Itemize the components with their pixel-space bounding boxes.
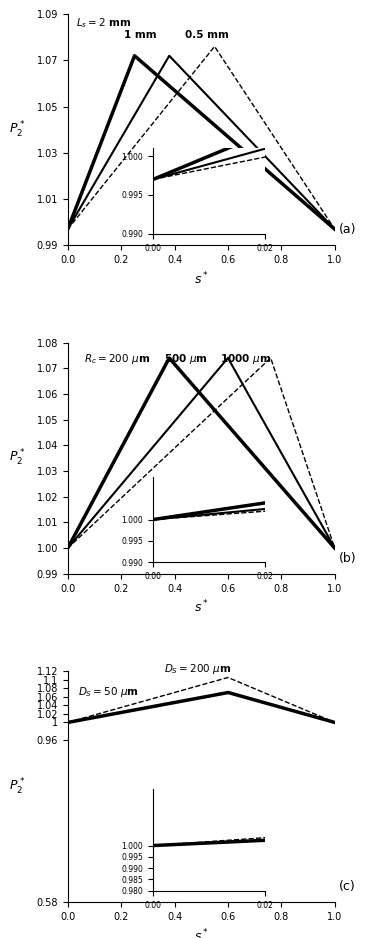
- Text: (c): (c): [339, 880, 355, 893]
- Text: 500 $\mu$m: 500 $\mu$m: [164, 352, 208, 366]
- X-axis label: $s^*$: $s^*$: [194, 928, 209, 938]
- Text: 1 mm: 1 mm: [124, 29, 156, 39]
- Text: (b): (b): [339, 552, 356, 565]
- Y-axis label: $P_2^*$: $P_2^*$: [9, 120, 25, 140]
- Text: $\mathit{D}_S = 200\ \mu$m: $\mathit{D}_S = 200\ \mu$m: [164, 662, 231, 676]
- Text: $\mathit{L}_s = 2$ mm: $\mathit{L}_s = 2$ mm: [76, 17, 131, 30]
- Y-axis label: $P_2^*$: $P_2^*$: [9, 448, 25, 468]
- X-axis label: $s^*$: $s^*$: [194, 599, 209, 615]
- Text: $\mathit{R}_c = 200\ \mu$m: $\mathit{R}_c = 200\ \mu$m: [84, 352, 150, 366]
- X-axis label: $s^*$: $s^*$: [194, 271, 209, 287]
- Text: 1000 $\mu$m: 1000 $\mu$m: [220, 352, 271, 366]
- Text: $\mathit{D}_S = 50\ \mu$m: $\mathit{D}_S = 50\ \mu$m: [79, 685, 139, 699]
- Text: 0.5 mm: 0.5 mm: [185, 29, 229, 39]
- Text: (a): (a): [339, 223, 356, 236]
- Y-axis label: $P_2^*$: $P_2^*$: [9, 777, 25, 796]
